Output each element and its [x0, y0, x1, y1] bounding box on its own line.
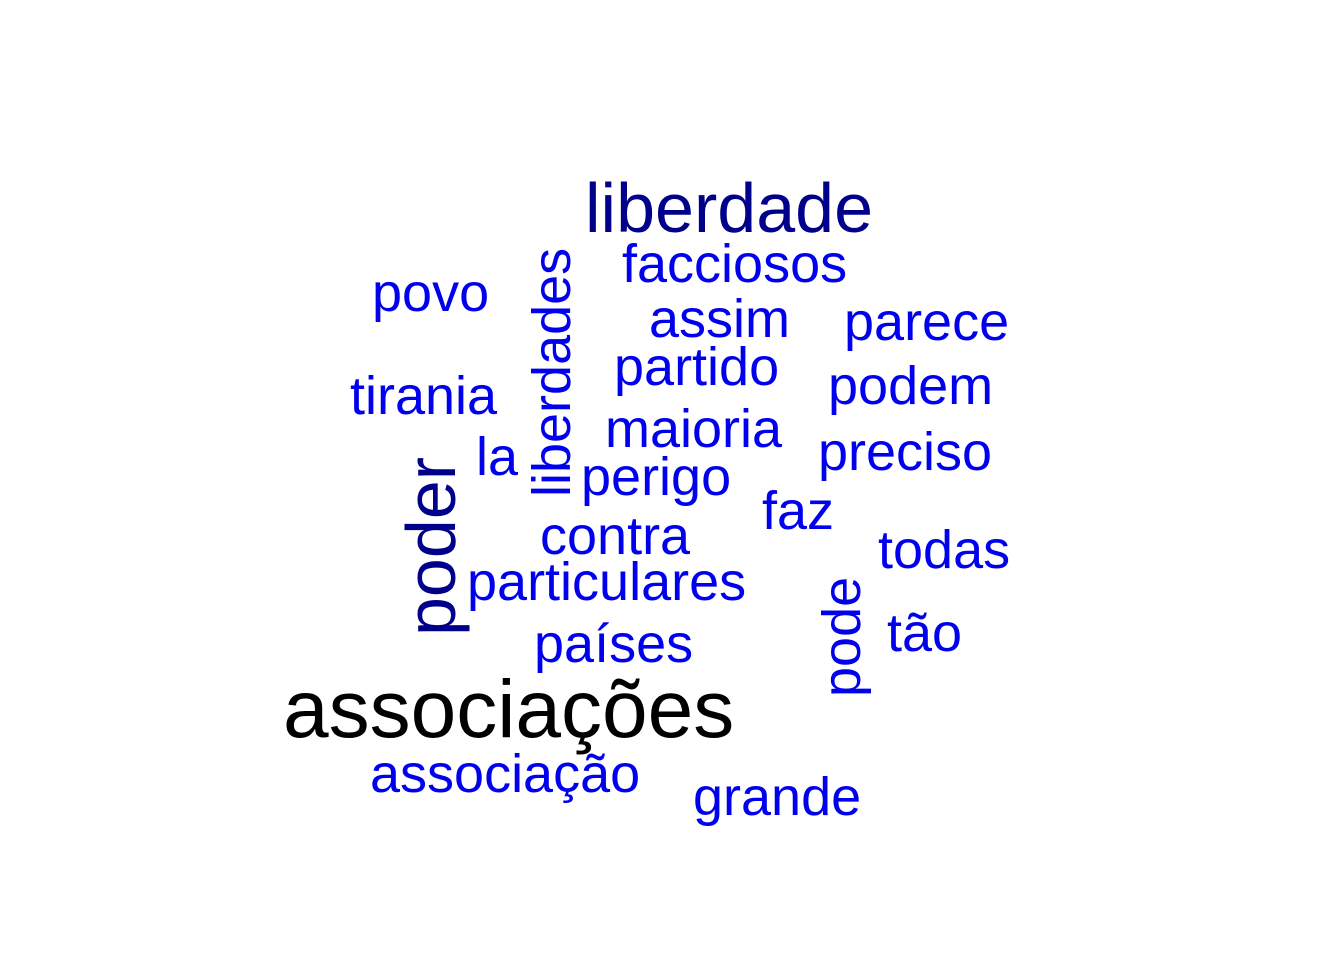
word-pode: pode — [812, 577, 872, 697]
word-preciso: preciso — [818, 422, 992, 482]
word-todas: todas — [878, 520, 1010, 580]
word-tao: tão — [887, 603, 962, 663]
word-grande: grande — [693, 767, 861, 827]
word-particulares: particulares — [467, 552, 746, 612]
word-maioria: maioria — [605, 399, 783, 459]
word-paises: países — [534, 614, 693, 674]
word-contra: contra — [540, 506, 691, 566]
word-podem: podem — [828, 356, 993, 416]
word-faz: faz — [762, 481, 834, 541]
word-la: la — [476, 427, 519, 487]
word-parece: parece — [844, 292, 1009, 352]
word-partido: partido — [614, 337, 779, 397]
word-poder: poder — [392, 457, 470, 636]
word-tirania: tirania — [350, 366, 498, 426]
word-perigo: perigo — [581, 447, 731, 507]
word-associacao: associação — [370, 744, 640, 804]
word-liberdade: liberdade — [585, 169, 873, 247]
word-facciosos: facciosos — [622, 234, 847, 294]
word-associacoes: associações — [283, 664, 734, 755]
word-povo: povo — [372, 263, 489, 323]
word-assim: assim — [649, 289, 790, 349]
word-liberdades: liberdades — [522, 248, 582, 497]
